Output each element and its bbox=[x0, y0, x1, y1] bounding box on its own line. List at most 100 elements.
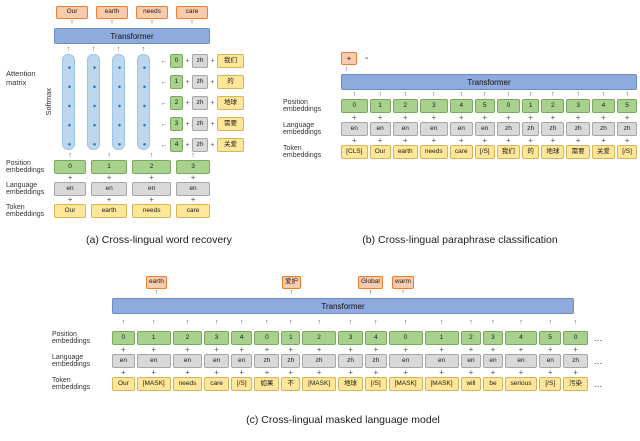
plus-connector: + bbox=[458, 136, 464, 145]
plus-connector: + bbox=[149, 173, 154, 182]
up-arrow-icon: ↑ bbox=[368, 289, 373, 296]
position-box: 4 bbox=[170, 138, 183, 152]
token-box: 我们 bbox=[217, 54, 244, 68]
up-arrow-icon: ↑ bbox=[625, 91, 629, 98]
ellipsis: … bbox=[593, 356, 603, 366]
token-box: [CLS] bbox=[341, 145, 368, 159]
plus-connector: + bbox=[482, 136, 488, 145]
plus-connector: + bbox=[528, 136, 533, 145]
position-box: 2 bbox=[541, 99, 565, 113]
language-box: zh bbox=[302, 354, 337, 368]
plus-connector: + bbox=[67, 195, 73, 204]
plus-connector: + bbox=[624, 113, 630, 122]
language-box: zh bbox=[192, 54, 208, 68]
embedding-column: ↑ 1 + en + Our bbox=[369, 90, 391, 159]
token-box: Our bbox=[369, 145, 391, 159]
prediction: earth ↑ bbox=[146, 276, 167, 297]
token-box: 地球 bbox=[541, 145, 565, 159]
output-token-column: Our ↑ bbox=[56, 6, 88, 27]
embedding-column: ↑ 5 + en + [/S] bbox=[539, 314, 562, 391]
plus-connector: + bbox=[185, 345, 190, 354]
output-token-row: Our ↑ earth ↑ needs ↑ care ↑ bbox=[56, 6, 208, 27]
plus-connector: + bbox=[185, 141, 190, 149]
position-box: 4 bbox=[504, 331, 538, 345]
plus-connector: + bbox=[316, 345, 322, 354]
plus-connector: + bbox=[121, 368, 126, 377]
target-embedding-row: ← 1 + zh + 的 bbox=[160, 75, 244, 89]
embedding-column: ↑ 1 + zh + 的 bbox=[522, 90, 540, 159]
token-box: 的 bbox=[217, 75, 244, 89]
row-label-position: Position embeddings bbox=[6, 159, 45, 175]
language-box: en bbox=[176, 182, 210, 196]
plus-connector: + bbox=[185, 120, 190, 128]
up-arrow-icon: ↑ bbox=[551, 91, 555, 98]
plus-connector: + bbox=[518, 368, 524, 377]
plus-connector: + bbox=[106, 195, 112, 204]
ellipsis: … bbox=[593, 333, 603, 343]
embedding-column: ↑ 1 + en + [MASK] bbox=[136, 314, 171, 391]
softmax-label: Softmax bbox=[44, 88, 53, 116]
embedding-column: ↑ 5 + en + [/S] bbox=[474, 90, 495, 159]
position-box: 1 bbox=[281, 331, 301, 345]
plus-connector: + bbox=[288, 368, 294, 377]
plus-connector: + bbox=[575, 136, 581, 145]
up-arrow-icon: ↑ bbox=[141, 46, 146, 53]
plus-connector: + bbox=[402, 113, 408, 122]
position-box: 1 bbox=[136, 331, 171, 345]
plus-connector: + bbox=[210, 57, 215, 65]
language-box: zh bbox=[254, 354, 280, 368]
position-box: 1 bbox=[170, 75, 183, 89]
classifier-negative-label: - bbox=[365, 53, 369, 64]
embedding-column: ↑ 0 + en + [MASK] bbox=[388, 314, 423, 391]
position-box: 0 bbox=[170, 54, 183, 68]
token-box: needs bbox=[132, 204, 172, 218]
plus-connector: + bbox=[468, 345, 474, 354]
language-box: zh bbox=[496, 122, 521, 136]
token-box: 需要 bbox=[566, 145, 590, 159]
up-arrow-icon: ↑ bbox=[154, 289, 159, 296]
token-box: will bbox=[460, 377, 482, 391]
plus-connector: + bbox=[431, 113, 437, 122]
position-box: 4 bbox=[230, 331, 253, 345]
position-box: 0 bbox=[54, 160, 87, 174]
token-box: [MASK] bbox=[302, 377, 337, 391]
language-box: en bbox=[460, 354, 482, 368]
token-box: [MASK] bbox=[424, 377, 459, 391]
up-arrow-icon: ↑ bbox=[439, 319, 444, 326]
plus-connector: + bbox=[351, 136, 357, 145]
attention-column: ↑ bbox=[137, 46, 150, 150]
prediction-box: Global bbox=[358, 276, 383, 289]
plus-connector: + bbox=[547, 368, 553, 377]
up-arrow-icon: ↑ bbox=[374, 319, 378, 326]
embedding-column: ↑ 3 + zh + 地球 bbox=[338, 314, 363, 391]
attention-matrix: ↑ ↑ ↑ ↑ bbox=[62, 46, 150, 150]
language-box: zh bbox=[281, 354, 301, 368]
token-box: 关爱 bbox=[591, 145, 616, 159]
prediction-box: earth bbox=[146, 276, 167, 289]
up-arrow-icon: ↑ bbox=[149, 152, 154, 159]
position-box: 3 bbox=[338, 331, 363, 345]
plus-connector: + bbox=[506, 113, 511, 122]
up-arrow-icon: ↑ bbox=[107, 152, 111, 159]
position-box: 0 bbox=[341, 99, 368, 113]
row-label-token: Token embeddings bbox=[6, 203, 45, 219]
token-box: 的 bbox=[522, 145, 540, 159]
row-label-position: Position embeddings bbox=[283, 98, 322, 114]
plus-connector: + bbox=[264, 345, 270, 354]
embedding-column: ↑ 4 + zh + [/S] bbox=[364, 314, 387, 391]
classifier-output: + - bbox=[341, 52, 368, 65]
language-box: en bbox=[230, 354, 253, 368]
token-box: 污染 bbox=[563, 377, 588, 391]
language-box: en bbox=[204, 354, 229, 368]
prediction: Global ↑ bbox=[358, 276, 383, 297]
embedding-column: ↑ 0 + zh + 我们 bbox=[496, 90, 521, 159]
token-box: care bbox=[176, 204, 210, 218]
left-arrow-icon: ← bbox=[160, 57, 168, 65]
output-token-box: earth bbox=[96, 6, 128, 19]
plus-connector: + bbox=[185, 78, 190, 86]
up-arrow-icon: ↑ bbox=[121, 319, 126, 326]
embedding-column: ↑ 3 + en + care bbox=[204, 314, 229, 391]
plus-connector: + bbox=[351, 113, 357, 122]
plus-connector: + bbox=[149, 195, 154, 204]
plus-connector: + bbox=[185, 99, 190, 107]
